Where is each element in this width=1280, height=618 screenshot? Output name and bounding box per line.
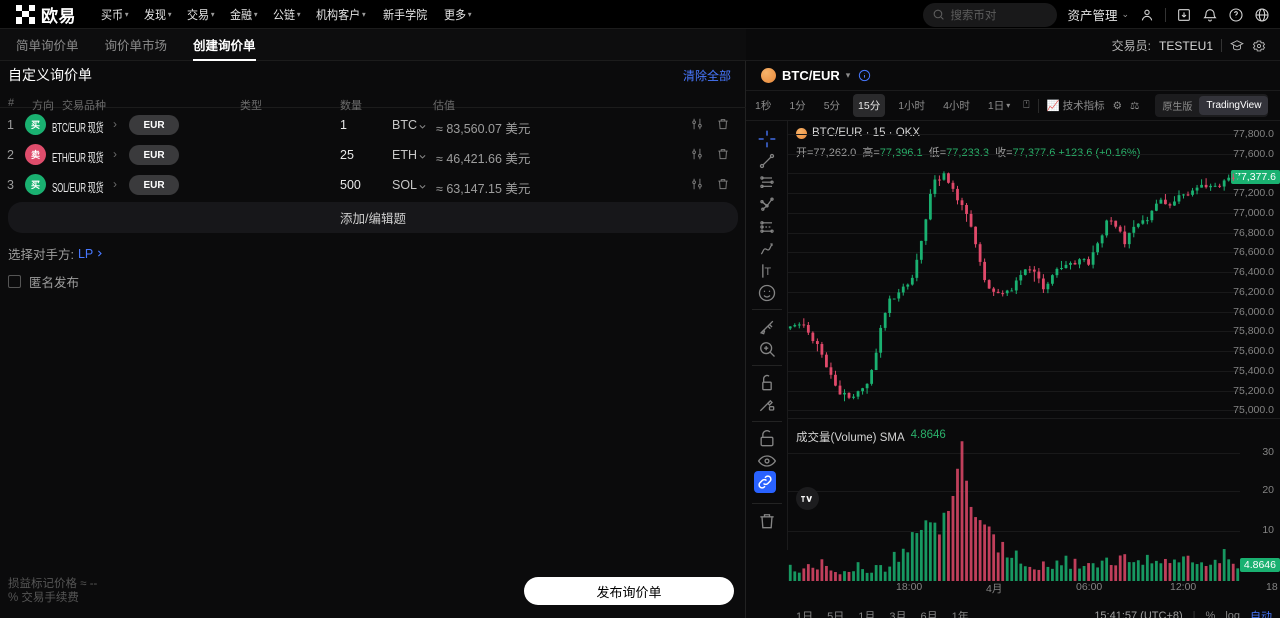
svg-text:T: T [765, 266, 772, 278]
